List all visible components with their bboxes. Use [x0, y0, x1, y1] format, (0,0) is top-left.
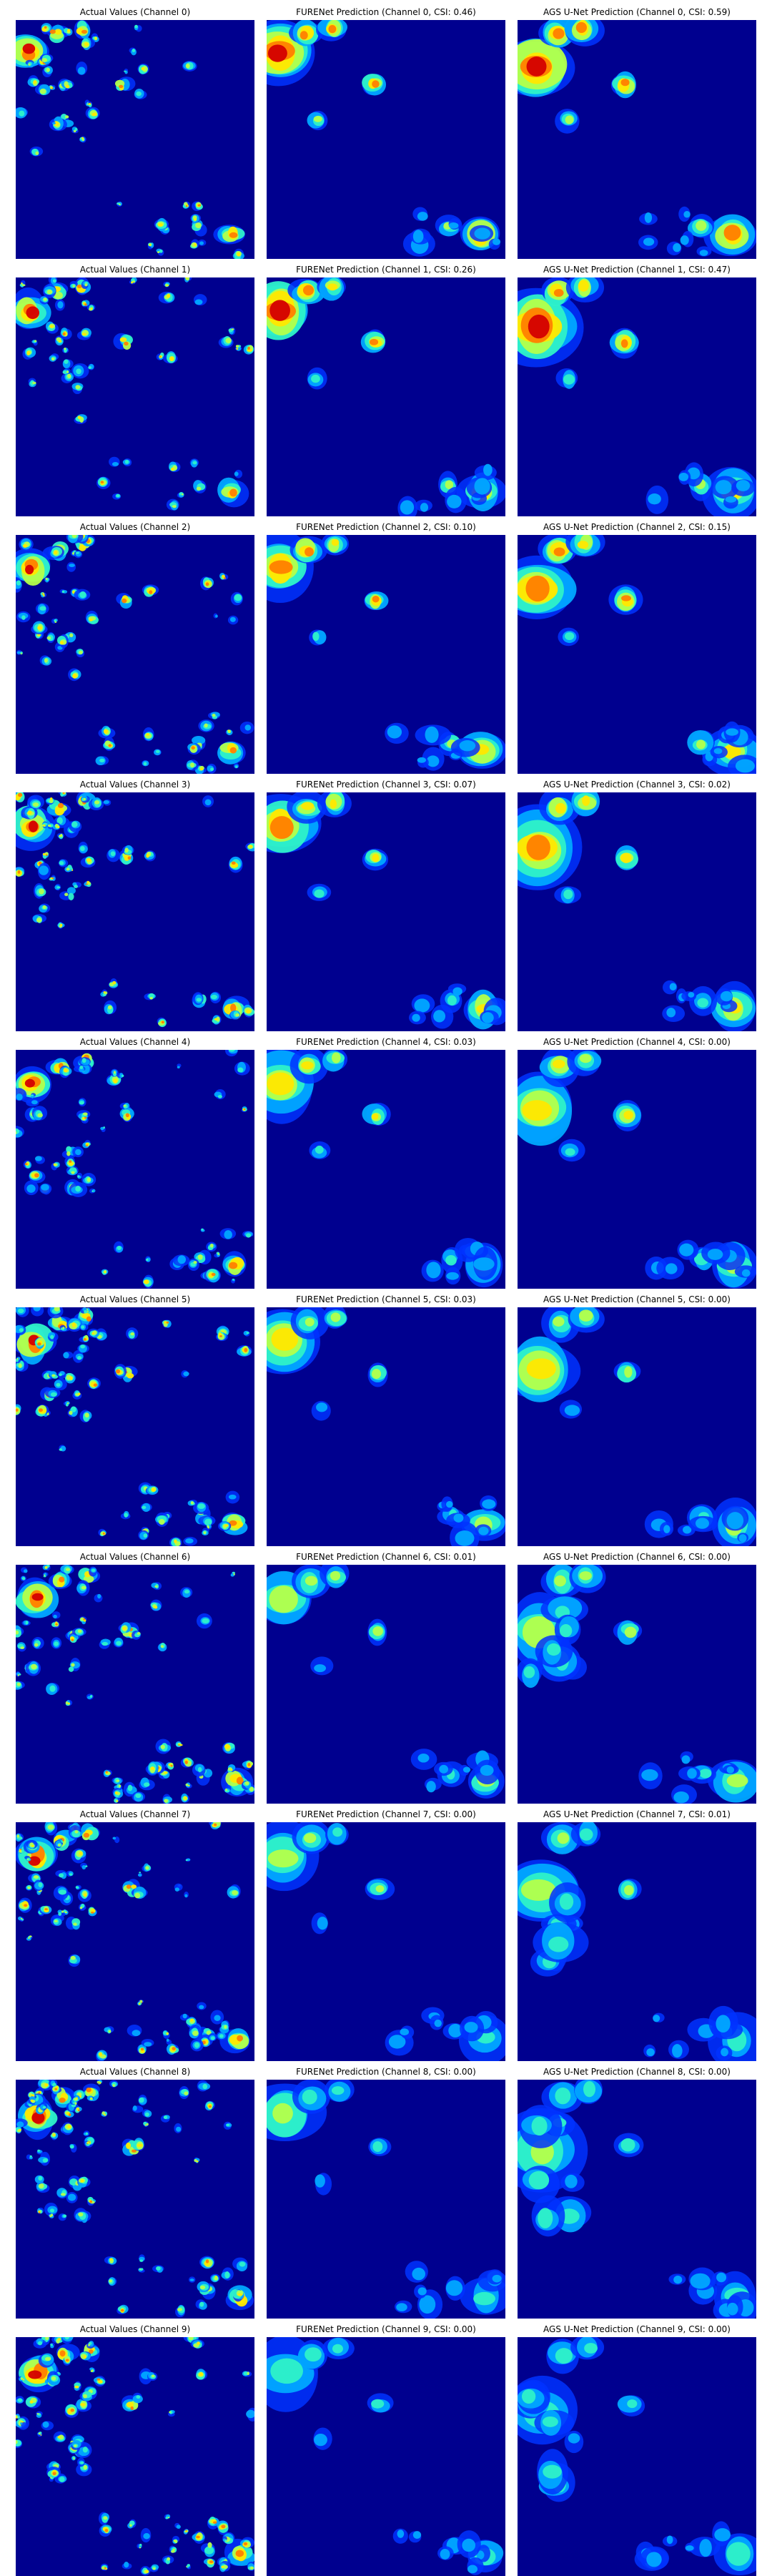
panel-title: AGS U-Net Prediction (Channel 1, CSI: 0.… [543, 265, 731, 275]
radar-image [267, 20, 505, 259]
panel-title: Actual Values (Channel 1) [79, 265, 191, 275]
radar-image [518, 1307, 756, 1546]
radar-image [16, 1050, 254, 1289]
panel-title: FURENet Prediction (Channel 9, CSI: 0.00… [296, 2324, 476, 2334]
panel-title: FURENet Prediction (Channel 1, CSI: 0.26… [296, 265, 476, 275]
panel-title: AGS U-Net Prediction (Channel 5, CSI: 0.… [543, 1294, 731, 1304]
radar-image [267, 792, 505, 1031]
radar-image [16, 1307, 254, 1546]
panel-title: FURENet Prediction (Channel 7, CSI: 0.00… [296, 1809, 476, 1819]
radar-image [16, 1565, 254, 1804]
panel-title: AGS U-Net Prediction (Channel 9, CSI: 0.… [543, 2324, 731, 2334]
panel-title: AGS U-Net Prediction (Channel 8, CSI: 0.… [543, 2067, 731, 2077]
radar-image [518, 277, 756, 516]
radar-image [267, 535, 505, 774]
radar-image [16, 1822, 254, 2061]
radar-image [267, 2080, 505, 2319]
radar-image [518, 2337, 756, 2576]
panel-title: Actual Values (Channel 2) [79, 522, 191, 532]
panel-title: FURENet Prediction (Channel 4, CSI: 0.03… [296, 1037, 476, 1047]
radar-image [267, 2337, 505, 2576]
radar-image [16, 277, 254, 516]
radar-image [267, 1307, 505, 1546]
panel-title: FURENet Prediction (Channel 6, CSI: 0.01… [296, 1552, 476, 1562]
panel-title: FURENet Prediction (Channel 3, CSI: 0.07… [296, 780, 476, 790]
radar-image [267, 1565, 505, 1804]
radar-image [518, 1822, 756, 2061]
panel-title: AGS U-Net Prediction (Channel 0, CSI: 0.… [543, 7, 731, 17]
panel-title: AGS U-Net Prediction (Channel 6, CSI: 0.… [543, 1552, 731, 1562]
radar-image [518, 1565, 756, 1804]
radar-image [267, 1822, 505, 2061]
radar-image [518, 792, 756, 1031]
radar-image [16, 20, 254, 259]
radar-image [16, 535, 254, 774]
radar-image [518, 535, 756, 774]
panel-title: Actual Values (Channel 9) [79, 2324, 191, 2334]
panel-title: Actual Values (Channel 5) [79, 1294, 191, 1304]
panel-title: Actual Values (Channel 0) [79, 7, 191, 17]
panel-title: Actual Values (Channel 8) [79, 2067, 191, 2077]
panel-title: Actual Values (Channel 6) [79, 1552, 191, 1562]
radar-image [518, 20, 756, 259]
panel-title: Actual Values (Channel 3) [79, 780, 191, 790]
radar-image [267, 277, 505, 516]
panel-title: FURENet Prediction (Channel 0, CSI: 0.46… [296, 7, 476, 17]
panel-title: FURENet Prediction (Channel 2, CSI: 0.10… [296, 522, 476, 532]
radar-image [518, 2080, 756, 2319]
radar-image [16, 2080, 254, 2319]
panel-title: AGS U-Net Prediction (Channel 3, CSI: 0.… [543, 780, 731, 790]
panel-title: FURENet Prediction (Channel 8, CSI: 0.00… [296, 2067, 476, 2077]
panel-title: Actual Values (Channel 7) [79, 1809, 191, 1819]
panel-title: FURENet Prediction (Channel 5, CSI: 0.03… [296, 1294, 476, 1304]
radar-image [16, 2337, 254, 2576]
radar-image [267, 1050, 505, 1289]
panel-title: Actual Values (Channel 4) [79, 1037, 191, 1047]
radar-image [518, 1050, 756, 1289]
panel-title: AGS U-Net Prediction (Channel 4, CSI: 0.… [543, 1037, 731, 1047]
radar-image [16, 792, 254, 1031]
panel-title: AGS U-Net Prediction (Channel 2, CSI: 0.… [543, 522, 731, 532]
panel-title: AGS U-Net Prediction (Channel 7, CSI: 0.… [543, 1809, 731, 1819]
